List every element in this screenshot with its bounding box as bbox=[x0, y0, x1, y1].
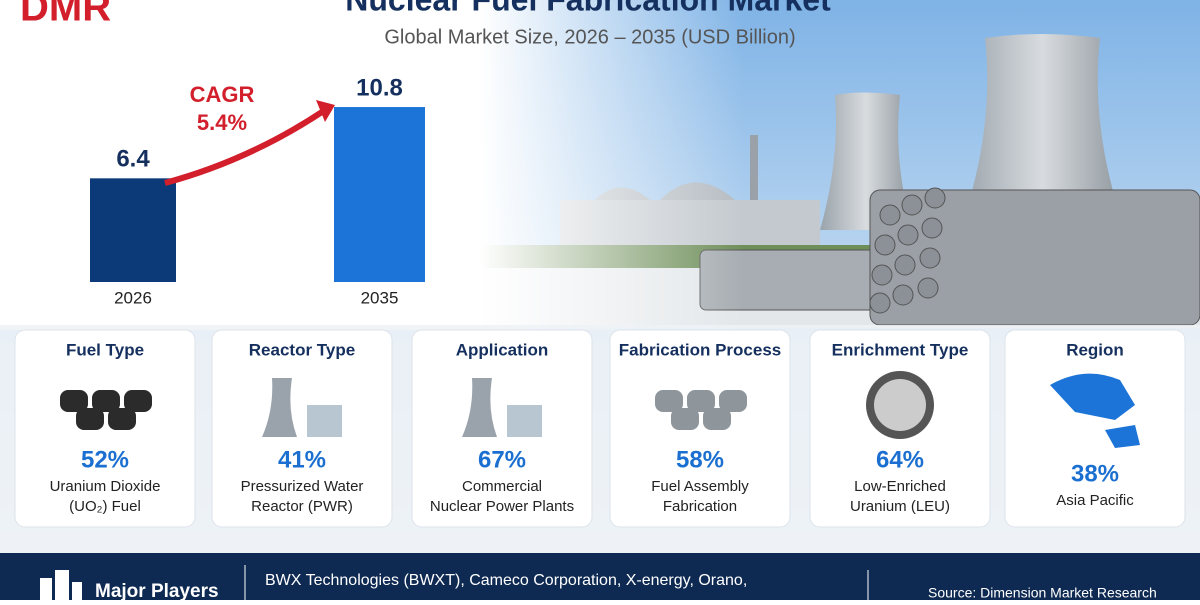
icon-shape bbox=[687, 390, 715, 412]
cagr-arrowhead bbox=[316, 100, 335, 122]
icon-shape bbox=[108, 408, 136, 430]
icon-shape bbox=[92, 390, 120, 412]
segment-icon bbox=[262, 378, 342, 437]
icon-shape bbox=[671, 408, 699, 430]
segment-label: Nuclear Power Plants bbox=[430, 498, 574, 515]
card-band bbox=[0, 325, 1200, 555]
segment-title: Fuel Type bbox=[66, 340, 144, 359]
segment-label: Reactor (PWR) bbox=[251, 498, 353, 515]
icon-shape bbox=[60, 390, 88, 412]
x-tick-label: 2026 bbox=[114, 288, 152, 307]
icon-shape bbox=[507, 405, 542, 437]
cagr-value: 5.4% bbox=[197, 110, 247, 135]
value-label: 6.4 bbox=[116, 146, 150, 173]
segment-title: Region bbox=[1066, 340, 1124, 359]
bar bbox=[334, 107, 425, 282]
icon-shape bbox=[262, 378, 297, 437]
segment-value: 64% bbox=[876, 446, 924, 473]
icon-shape bbox=[307, 405, 342, 437]
logo: DMR bbox=[20, 0, 111, 30]
segment-title: Enrichment Type bbox=[832, 340, 969, 359]
icon-shape bbox=[1050, 373, 1140, 448]
segment-value: 58% bbox=[676, 446, 724, 473]
source: Source: Dimension Market Research bbox=[928, 585, 1157, 600]
players: BWX Technologies (BWXT), Cameco Corporat… bbox=[265, 572, 747, 589]
segment-card bbox=[14, 329, 196, 528]
segment-label: Pressurized Water bbox=[241, 478, 364, 495]
segment-value: 41% bbox=[278, 446, 326, 473]
chart-title: Nuclear Fuel Fabrication Market bbox=[345, 0, 831, 17]
bar bbox=[90, 178, 176, 282]
segment-label: Uranium (LEU) bbox=[850, 498, 950, 515]
icon-shape bbox=[719, 390, 747, 412]
segment-label: Commercial bbox=[462, 478, 542, 495]
segment-value: 67% bbox=[478, 446, 526, 473]
fade-overlay bbox=[0, 0, 1200, 330]
segment-icon bbox=[60, 390, 152, 430]
segment-card bbox=[609, 329, 791, 528]
icon-shape bbox=[124, 390, 152, 412]
segment-label: Fabrication bbox=[663, 498, 737, 515]
segment-value: 38% bbox=[1071, 460, 1119, 487]
icon-shape bbox=[655, 390, 683, 412]
segment-label: Asia Pacific bbox=[1056, 492, 1134, 509]
cagr-label: CAGR bbox=[190, 82, 255, 107]
building-icon bbox=[40, 570, 82, 600]
segment-card bbox=[211, 329, 393, 528]
segment-card bbox=[411, 329, 593, 528]
segment-label: Fuel Assembly bbox=[651, 478, 749, 495]
segment-icon bbox=[655, 390, 747, 430]
segment-label: (UO₂) Fuel bbox=[69, 498, 141, 515]
x-tick-label: 2035 bbox=[361, 288, 399, 307]
footer-band bbox=[0, 553, 1200, 600]
footer-heading: Major Players bbox=[95, 581, 219, 600]
icon-shape bbox=[703, 408, 731, 430]
segment-title: Application bbox=[456, 340, 549, 359]
icon-shape bbox=[874, 379, 926, 431]
segment-icon bbox=[866, 371, 934, 439]
chart-subtitle: Global Market Size, 2026 – 2035 (USD Bil… bbox=[384, 26, 795, 48]
icon-shape bbox=[462, 378, 497, 437]
segment-title: Reactor Type bbox=[249, 340, 355, 359]
segment-card bbox=[1004, 329, 1186, 528]
value-label: 10.8 bbox=[356, 74, 403, 101]
segment-title: Fabrication Process bbox=[619, 340, 782, 359]
segment-icon bbox=[462, 378, 542, 437]
segment-label: Uranium Dioxide bbox=[50, 478, 161, 495]
segment-icon bbox=[1050, 373, 1140, 448]
segment-value: 52% bbox=[81, 446, 129, 473]
cagr-arrow bbox=[164, 107, 327, 186]
segment-label: Low-Enriched bbox=[854, 478, 946, 495]
icon-shape bbox=[76, 408, 104, 430]
